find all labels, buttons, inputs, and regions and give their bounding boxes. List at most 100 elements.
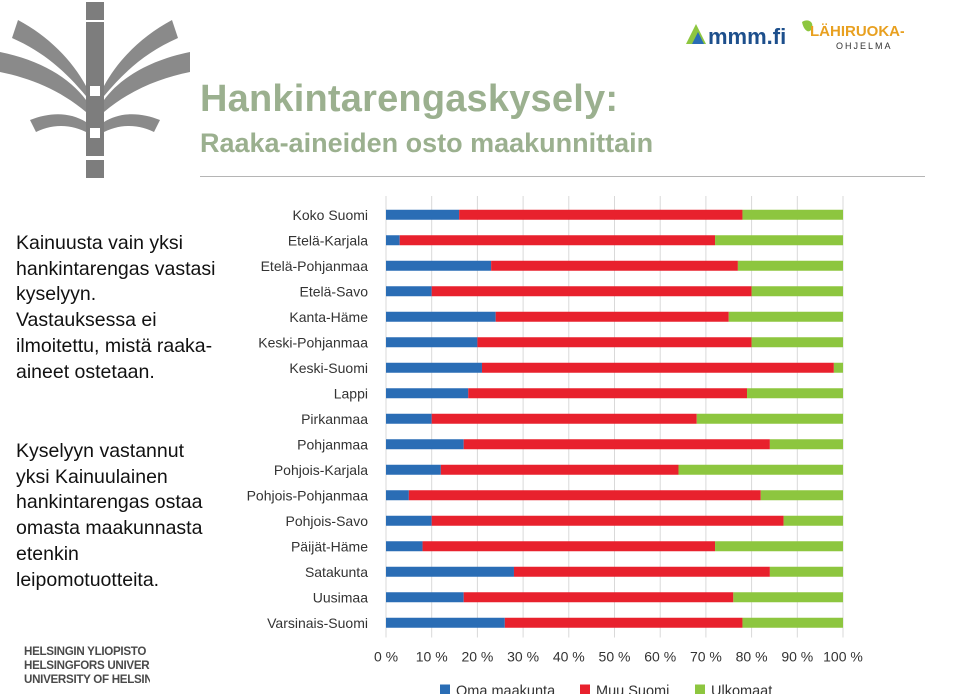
lahiruoka-logo-text: LÄHIRUOKA- bbox=[810, 23, 904, 40]
bar-segment bbox=[751, 286, 843, 297]
category-label: Uusimaa bbox=[313, 589, 368, 605]
x-tick-label: 50 % bbox=[599, 649, 631, 665]
lahiruoka-logo-icon bbox=[802, 20, 813, 32]
bar-segment bbox=[422, 541, 716, 552]
category-label: Etelä-Karjala bbox=[288, 232, 368, 248]
bar-segment bbox=[678, 464, 843, 475]
bar-segment bbox=[696, 413, 843, 424]
bar-segment bbox=[386, 617, 505, 628]
bar-segment bbox=[386, 337, 478, 348]
bar-segment bbox=[386, 541, 423, 552]
category-label: Etelä-Pohjanmaa bbox=[261, 258, 369, 274]
bar-segment bbox=[769, 439, 843, 450]
stacked-bar-chart: Koko Suomi Etelä-Karjala Etelä-Pohjanmaa Et… bbox=[247, 196, 863, 694]
x-tick-label: 90 % bbox=[781, 649, 813, 665]
bar-segment bbox=[769, 566, 843, 577]
bar-segment bbox=[386, 286, 432, 297]
bar-segment bbox=[504, 617, 743, 628]
category-label: Satakunta bbox=[305, 564, 368, 580]
category-label: Pohjois-Savo bbox=[286, 513, 369, 529]
x-tick-label: 20 % bbox=[461, 649, 493, 665]
legend-swatch bbox=[440, 684, 450, 694]
x-tick-label: 70 % bbox=[690, 649, 722, 665]
university-name-fi: HELSINGIN YLIOPISTO bbox=[24, 645, 147, 658]
category-label: Varsinais-Suomi bbox=[267, 615, 368, 631]
category-label: Pohjanmaa bbox=[297, 436, 368, 452]
bar-segment bbox=[715, 541, 843, 552]
university-logo-icon bbox=[0, 2, 190, 178]
x-tick-label: 100 % bbox=[823, 649, 863, 665]
legend-swatch bbox=[695, 684, 705, 694]
chart-legend: Oma maakunta Muu Suomi Ulkomaat bbox=[440, 684, 772, 694]
bar-segment bbox=[783, 515, 843, 526]
bar-segment bbox=[386, 260, 492, 271]
category-label: Pirkanmaa bbox=[301, 411, 368, 427]
bar-segment bbox=[495, 311, 729, 322]
note-paragraph-1: Kainuusta vain yksi hankintarengas vasta… bbox=[16, 232, 216, 383]
university-name-block: HELSINGIN YLIOPISTO HELSINGFORS UNIVERSI… bbox=[24, 645, 150, 687]
bar-segment bbox=[513, 566, 770, 577]
bar-segment bbox=[386, 413, 432, 424]
bar-segment bbox=[733, 592, 843, 603]
category-label: Pohjois-Pohjanmaa bbox=[247, 487, 369, 503]
bar-segment bbox=[408, 490, 761, 501]
bar-segment bbox=[747, 388, 843, 399]
bar-segment bbox=[440, 464, 679, 475]
bar-segment bbox=[477, 337, 752, 348]
x-tick-label: 60 % bbox=[644, 649, 676, 665]
bar-segment bbox=[742, 209, 843, 220]
chart-x-ticks: 0 % 10 % 20 % 30 % 40 % 50 % 60 % 70 % 80 % 90 % 1… bbox=[374, 649, 863, 665]
bar-segment bbox=[386, 235, 400, 246]
bar-segment bbox=[431, 413, 697, 424]
legend-label: Oma maakunta bbox=[456, 684, 556, 694]
category-label: Kanta-Häme bbox=[289, 309, 368, 325]
bar-segment bbox=[399, 235, 716, 246]
bar-segment bbox=[491, 260, 738, 271]
ohjelma-logo-text: OHJELMA bbox=[836, 41, 893, 51]
bar-segment bbox=[459, 209, 743, 220]
bar-segment bbox=[386, 311, 496, 322]
x-tick-label: 0 % bbox=[374, 649, 398, 665]
x-tick-label: 10 % bbox=[416, 649, 448, 665]
bar-segment bbox=[386, 362, 482, 373]
category-label: Päijät-Häme bbox=[291, 538, 368, 554]
university-name-sv: HELSINGFORS UNIVERSITET bbox=[24, 659, 150, 672]
category-label: Keski-Pohjanmaa bbox=[258, 334, 368, 350]
bar-segment bbox=[386, 439, 464, 450]
bar-segment bbox=[386, 592, 464, 603]
bar-segment bbox=[737, 260, 843, 271]
category-label: Koko Suomi bbox=[293, 207, 368, 223]
bar-segment bbox=[463, 592, 734, 603]
bar-segment bbox=[431, 286, 752, 297]
bar-segment bbox=[481, 362, 834, 373]
bar-segment bbox=[386, 464, 441, 475]
title-divider bbox=[200, 176, 925, 177]
university-name-en: UNIVERSITY OF HELSINKI bbox=[24, 673, 150, 686]
category-label: Etelä-Savo bbox=[300, 283, 369, 299]
bar-segment bbox=[386, 515, 432, 526]
bar-segment bbox=[386, 388, 469, 399]
bar-segment bbox=[386, 209, 460, 220]
bar-segment bbox=[463, 439, 770, 450]
bar-segment bbox=[751, 337, 843, 348]
bar-segment bbox=[468, 388, 748, 399]
bar-segment bbox=[715, 235, 843, 246]
bar-segment bbox=[386, 490, 409, 501]
chart-bars bbox=[386, 209, 843, 628]
note-paragraph-2: Kyselyyn vastannut yksi Kainuulainen han… bbox=[16, 440, 203, 591]
category-label: Keski-Suomi bbox=[289, 360, 368, 376]
partner-logos: mmm.fi LÄHIRUOKA- OHJELMA bbox=[686, 20, 904, 51]
x-tick-label: 80 % bbox=[736, 649, 768, 665]
mmm-logo-icon bbox=[686, 24, 706, 44]
legend-swatch bbox=[580, 684, 590, 694]
chart-category-labels: Koko Suomi Etelä-Karjala Etelä-Pohjanmaa Et… bbox=[247, 207, 369, 631]
mmm-logo-text: mmm.fi bbox=[708, 24, 786, 49]
x-tick-label: 40 % bbox=[553, 649, 585, 665]
bar-segment bbox=[833, 362, 843, 373]
bar-segment bbox=[742, 617, 843, 628]
bar-segment bbox=[431, 515, 784, 526]
legend-label: Ulkomaat bbox=[711, 684, 772, 694]
category-label: Lappi bbox=[334, 385, 368, 401]
slide-title: Hankintarengaskysely: bbox=[200, 78, 619, 120]
bar-segment bbox=[728, 311, 843, 322]
